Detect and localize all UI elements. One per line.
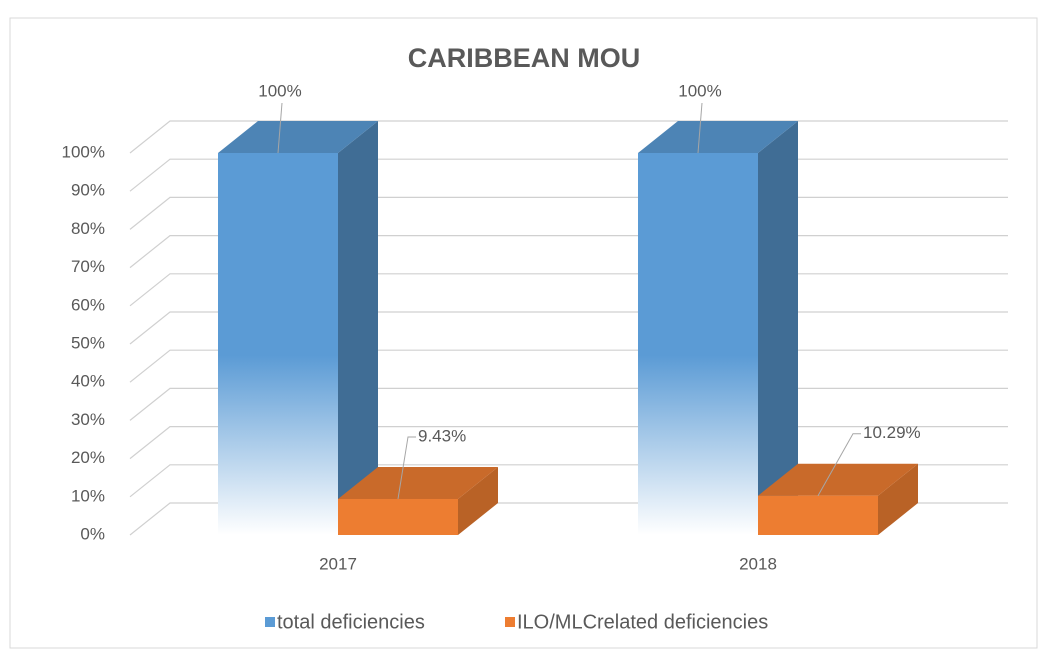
bar-top	[338, 466, 498, 499]
leader-line	[817, 433, 861, 496]
y-tick-label: 10%	[71, 486, 105, 505]
bar-side	[878, 463, 918, 535]
x-tick-label: 2017	[319, 554, 357, 573]
bar-top	[218, 121, 378, 153]
bar	[638, 153, 758, 535]
bar	[758, 495, 878, 535]
legend-swatch	[505, 617, 515, 627]
legend-label: ILO/MLCrelated deficiencies	[517, 611, 768, 633]
y-tick-label: 60%	[71, 295, 105, 314]
leader-line	[277, 102, 283, 154]
data-label: 100%	[258, 81, 301, 100]
y-tick-label: 20%	[71, 448, 105, 467]
data-label: 10.29%	[863, 423, 921, 442]
y-tick-label: 100%	[62, 142, 105, 161]
y-tick-label: 40%	[71, 372, 105, 391]
bar-side	[338, 121, 378, 535]
bar-side	[758, 121, 798, 535]
bar-top	[758, 463, 918, 496]
y-tick-label: 80%	[71, 219, 105, 238]
leader-line	[697, 102, 703, 154]
legend-swatch	[265, 617, 275, 627]
legend-label: total deficiencies	[277, 611, 425, 633]
bar	[338, 498, 458, 535]
leader-line	[397, 436, 416, 500]
bar-top	[638, 121, 798, 153]
bar	[218, 153, 338, 535]
y-tick-label: 90%	[71, 181, 105, 200]
y-tick-label: 30%	[71, 410, 105, 429]
data-label: 100%	[678, 81, 721, 100]
x-tick-label: 2018	[739, 554, 777, 573]
y-tick-label: 0%	[80, 524, 105, 543]
y-tick-label: 50%	[71, 333, 105, 352]
chart-title: CARIBBEAN MOU	[408, 43, 641, 73]
y-tick-label: 70%	[71, 257, 105, 276]
chart-frame	[9, 17, 1038, 649]
data-label: 9.43%	[418, 426, 466, 445]
bar-side	[458, 466, 498, 535]
